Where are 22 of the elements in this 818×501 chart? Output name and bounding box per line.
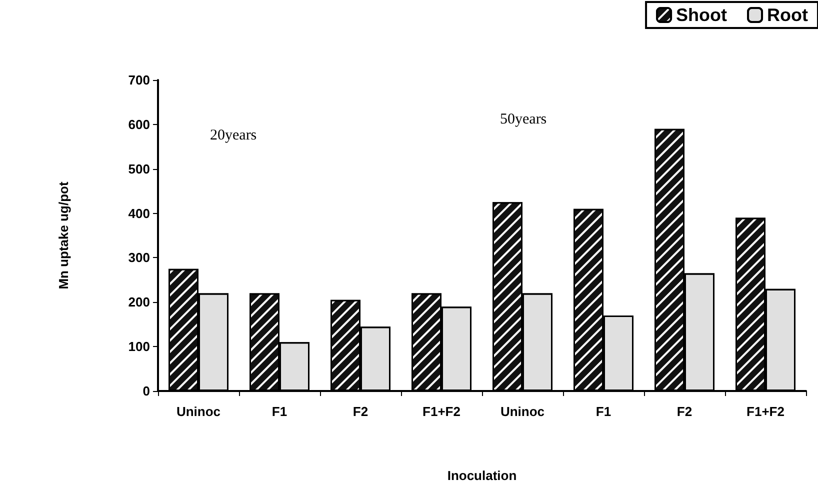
y-axis-title: Mn uptake ug/pot bbox=[56, 181, 71, 290]
x-tick-label: F1 bbox=[596, 404, 612, 419]
y-tick-label: 400 bbox=[128, 206, 150, 221]
y-tick-label: 0 bbox=[142, 384, 150, 398]
x-tick-label: F1+F2 bbox=[746, 404, 784, 419]
x-tick-label: Uninoc bbox=[500, 404, 545, 419]
y-tick-label: 600 bbox=[128, 116, 150, 132]
y-tick-label: 700 bbox=[128, 72, 150, 88]
legend-label: Shoot bbox=[676, 5, 728, 25]
x-tick-label: F1+F2 bbox=[422, 404, 460, 419]
annotation: 20years bbox=[210, 128, 257, 144]
legend-label: Root bbox=[767, 5, 808, 25]
x-axis-title: Inoculation bbox=[447, 468, 517, 483]
x-tick-label: F2 bbox=[676, 404, 692, 419]
annotation: 50years bbox=[500, 112, 547, 128]
x-tick-label: F1 bbox=[272, 404, 288, 419]
y-tick-label: 200 bbox=[128, 294, 150, 310]
x-tick-label: Uninoc bbox=[176, 404, 221, 419]
x-tick-label: F2 bbox=[352, 404, 368, 419]
y-tick-label: 300 bbox=[128, 250, 150, 266]
y-tick-label: 500 bbox=[128, 161, 150, 176]
y-tick-label: 100 bbox=[128, 339, 150, 354]
